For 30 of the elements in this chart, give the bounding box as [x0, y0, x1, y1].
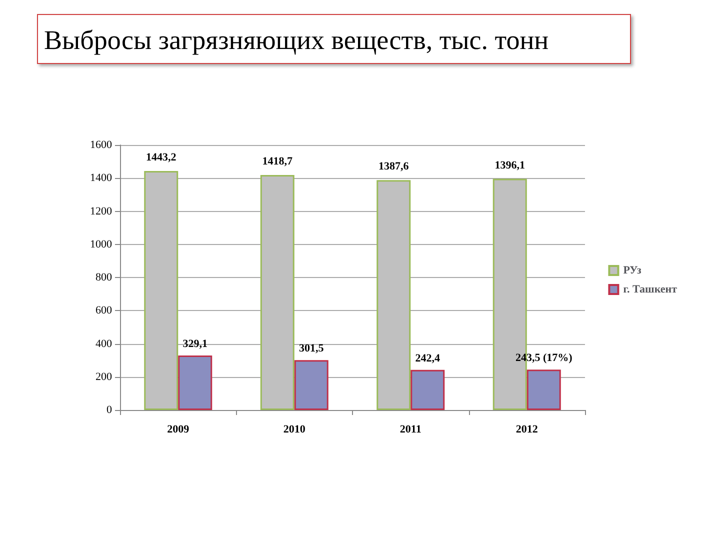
data-label: 1443,2 — [146, 151, 177, 164]
y-tick-label: 400 — [96, 338, 112, 350]
data-label: 1396,1 — [494, 159, 525, 172]
data-label: 1387,6 — [378, 160, 410, 173]
y-tick-label: 1200 — [90, 205, 112, 218]
bar — [526, 370, 561, 410]
data-label: 1418,7 — [262, 156, 293, 168]
data-label: 301,5 — [299, 342, 324, 355]
x-tick-label: 2009 — [167, 424, 190, 436]
y-tick-label: 0 — [106, 404, 112, 416]
y-tick-label: 1000 — [90, 238, 112, 250]
x-tick-label: 2011 — [400, 424, 422, 436]
legend-label: РУз — [623, 264, 642, 276]
y-tick-label: 1600 — [90, 139, 112, 151]
y-tick-label: 1400 — [90, 172, 112, 184]
y-tick-label: 600 — [96, 304, 112, 317]
bar — [260, 175, 294, 410]
bar — [294, 360, 328, 410]
x-tick-label: 2010 — [283, 424, 306, 436]
data-label: 242,4 — [415, 352, 440, 364]
y-tick-label: 800 — [96, 272, 112, 284]
chart-title: Выбросы загрязняющих веществ, тыс. тонн — [37, 14, 631, 64]
bar — [178, 355, 212, 410]
bar — [144, 170, 178, 410]
legend-label: г. Ташкент — [623, 284, 678, 296]
y-tick-label: 200 — [96, 370, 112, 383]
data-label: 329,1 — [182, 338, 208, 350]
bar — [376, 180, 411, 410]
x-tick-label: 2012 — [516, 424, 538, 436]
bar — [410, 370, 445, 410]
